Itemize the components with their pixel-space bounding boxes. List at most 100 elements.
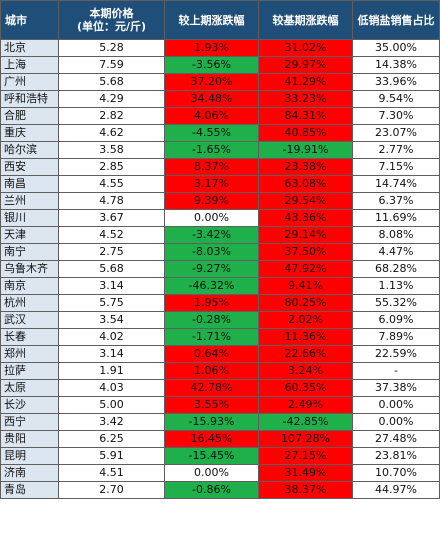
cell-mom: 0.64% — [164, 345, 259, 363]
cell-city: 昆明 — [0, 447, 59, 465]
salt-price-table: 城市 本期价格 (单位：元/斤) 较上期涨跌幅 较基期涨跌幅 低销盐销售占比 北… — [0, 0, 440, 499]
cell-share: 9.54% — [352, 90, 440, 108]
cell-yoy: 33.23% — [258, 90, 353, 108]
cell-yoy: 2.02% — [258, 311, 353, 329]
cell-mom: -4.55% — [164, 124, 259, 142]
cell-share: 7.89% — [352, 328, 440, 346]
cell-city: 乌鲁木齐 — [0, 260, 59, 278]
cell-yoy: 40.85% — [258, 124, 353, 142]
cell-share: 37.38% — [352, 379, 440, 397]
table-row: 合肥 2.82 4.06% 84.31% 7.30% — [0, 107, 440, 125]
cell-yoy: 60.35% — [258, 379, 353, 397]
table-row: 上海 7.59 -3.56% 29.97% 14.38% — [0, 56, 440, 74]
cell-mom: 4.06% — [164, 107, 259, 125]
table-row: 杭州 5.75 1.95% 80.25% 55.32% — [0, 294, 440, 312]
cell-price: 3.54 — [58, 311, 165, 329]
cell-share: - — [352, 362, 440, 380]
cell-city: 兰州 — [0, 192, 59, 210]
cell-city: 郑州 — [0, 345, 59, 363]
cell-yoy: 9.41% — [258, 277, 353, 295]
cell-share: 2.77% — [352, 141, 440, 159]
cell-city: 拉萨 — [0, 362, 59, 380]
cell-share: 11.69% — [352, 209, 440, 227]
header-city: 城市 — [0, 0, 59, 40]
table-row: 拉萨 1.91 1.06% 3.24% - — [0, 362, 440, 380]
cell-city: 太原 — [0, 379, 59, 397]
table-row: 天津 4.52 -3.42% 29.14% 8.08% — [0, 226, 440, 244]
cell-price: 3.14 — [58, 345, 165, 363]
table-row: 南宁 2.75 -8.03% 37.50% 4.47% — [0, 243, 440, 261]
cell-price: 4.55 — [58, 175, 165, 193]
cell-mom: 0.00% — [164, 209, 259, 227]
cell-city: 合肥 — [0, 107, 59, 125]
cell-share: 7.15% — [352, 158, 440, 176]
cell-share: 23.81% — [352, 447, 440, 465]
cell-share: 10.70% — [352, 464, 440, 482]
cell-yoy: 27.15% — [258, 447, 353, 465]
cell-price: 4.29 — [58, 90, 165, 108]
cell-share: 6.37% — [352, 192, 440, 210]
cell-city: 重庆 — [0, 124, 59, 142]
cell-yoy: 23.38% — [258, 158, 353, 176]
cell-yoy: 2.49% — [258, 396, 353, 414]
cell-price: 1.91 — [58, 362, 165, 380]
table-row: 武汉 3.54 -0.28% 2.02% 6.09% — [0, 311, 440, 329]
cell-price: 5.75 — [58, 294, 165, 312]
cell-city: 广州 — [0, 73, 59, 91]
cell-yoy: 41.29% — [258, 73, 353, 91]
cell-mom: -1.65% — [164, 141, 259, 159]
header-price: 本期价格 (单位：元/斤) — [58, 0, 165, 40]
cell-price: 5.68 — [58, 260, 165, 278]
cell-city: 南宁 — [0, 243, 59, 261]
cell-city: 杭州 — [0, 294, 59, 312]
table-row: 哈尔滨 3.58 -1.65% -19.91% 2.77% — [0, 141, 440, 159]
table-row: 太原 4.03 42.78% 60.35% 37.38% — [0, 379, 440, 397]
cell-share: 27.48% — [352, 430, 440, 448]
cell-mom: 1.93% — [164, 39, 259, 57]
cell-city: 哈尔滨 — [0, 141, 59, 159]
table-row: 重庆 4.62 -4.55% 40.85% 23.07% — [0, 124, 440, 142]
cell-mom: 1.06% — [164, 362, 259, 380]
cell-city: 南昌 — [0, 175, 59, 193]
cell-mom: -0.86% — [164, 481, 259, 499]
cell-yoy: 22.66% — [258, 345, 353, 363]
cell-mom: -9.27% — [164, 260, 259, 278]
table-row: 乌鲁木齐 5.68 -9.27% 47.92% 68.28% — [0, 260, 440, 278]
cell-mom: 3.55% — [164, 396, 259, 414]
cell-city: 天津 — [0, 226, 59, 244]
cell-mom: -15.93% — [164, 413, 259, 431]
table-row: 郑州 3.14 0.64% 22.66% 22.59% — [0, 345, 440, 363]
table-row: 济南 4.51 0.00% 31.49% 10.70% — [0, 464, 440, 482]
cell-yoy: -42.85% — [258, 413, 353, 431]
cell-mom: 9.39% — [164, 192, 259, 210]
cell-price: 4.62 — [58, 124, 165, 142]
table-row: 青岛 2.70 -0.86% 38.37% 44.97% — [0, 481, 440, 499]
cell-price: 2.70 — [58, 481, 165, 499]
cell-share: 7.30% — [352, 107, 440, 125]
header-mom: 较上期涨跌幅 — [164, 0, 259, 40]
header-yoy: 较基期涨跌幅 — [258, 0, 353, 40]
cell-share: 0.00% — [352, 396, 440, 414]
table-row: 兰州 4.78 9.39% 29.54% 6.37% — [0, 192, 440, 210]
cell-price: 5.00 — [58, 396, 165, 414]
cell-yoy: 11.36% — [258, 328, 353, 346]
cell-city: 西宁 — [0, 413, 59, 431]
cell-share: 23.07% — [352, 124, 440, 142]
cell-city: 上海 — [0, 56, 59, 74]
cell-city: 西安 — [0, 158, 59, 176]
table-row: 南昌 4.55 3.17% 63.08% 14.74% — [0, 175, 440, 193]
cell-city: 北京 — [0, 39, 59, 57]
cell-price: 5.28 — [58, 39, 165, 57]
cell-price: 4.78 — [58, 192, 165, 210]
cell-yoy: 29.97% — [258, 56, 353, 74]
table-row: 南京 3.14 -46.32% 9.41% 1.13% — [0, 277, 440, 295]
cell-price: 4.03 — [58, 379, 165, 397]
cell-city: 贵阳 — [0, 430, 59, 448]
cell-mom: -8.03% — [164, 243, 259, 261]
cell-yoy: 107.28% — [258, 430, 353, 448]
cell-city: 长春 — [0, 328, 59, 346]
cell-mom: -46.32% — [164, 277, 259, 295]
cell-price: 5.68 — [58, 73, 165, 91]
cell-mom: 16.45% — [164, 430, 259, 448]
cell-price: 5.91 — [58, 447, 165, 465]
